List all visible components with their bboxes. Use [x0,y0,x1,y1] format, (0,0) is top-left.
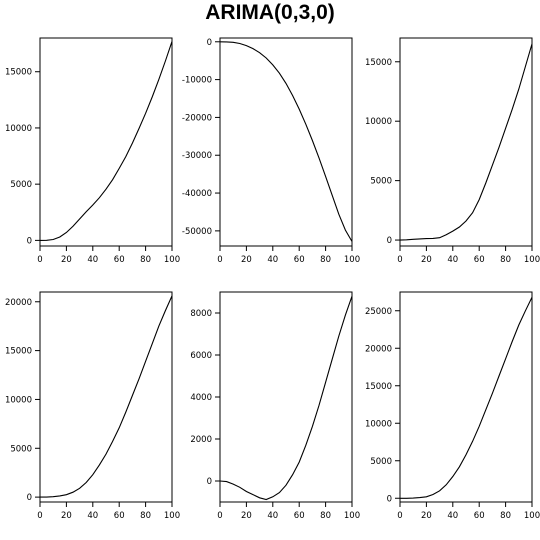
y-tick-label: 15000 [5,68,32,78]
y-tick-label: 0 [27,236,32,246]
plot-frame [39,291,173,503]
y-tick-label: 5000 [10,444,32,454]
series-line [399,43,533,241]
x-tick-label: 60 [474,511,485,521]
x-tick-label: 20 [241,511,252,521]
plot-frame [219,291,353,503]
x-tick-label: 20 [61,255,72,265]
x-tick-label: 40 [267,255,278,265]
plot-frame [399,37,533,247]
y-tick-label: 5000 [10,180,32,190]
y-tick-label: 5000 [370,457,392,467]
x-tick-label: 100 [524,511,540,521]
y-tick-label: -10000 [182,76,212,86]
x-tick-label: 20 [61,511,72,521]
x-tick-label: 40 [267,511,278,521]
y-tick-label: 15000 [365,58,392,68]
y-tick-label: 15000 [365,382,392,392]
y-tick-label: 8000 [190,309,212,319]
x-tick-label: 60 [294,255,305,265]
y-tick-label: 10000 [5,395,32,405]
panel-6: 0 20 40 60 80 100 0 5000 10000 15000 20000 25000 [365,291,540,521]
plot-frame [39,37,173,247]
x-tick-label: 0 [37,511,42,521]
x-tick-label: 40 [447,511,458,521]
y-tick-label: 0 [27,493,32,503]
y-tick-label: 10000 [365,419,392,429]
y-tick-label: 0 [207,477,212,487]
y-tick-label: 2000 [190,435,212,445]
y-tick-label: 6000 [190,351,212,361]
x-tick-label: 60 [294,511,305,521]
series-line [39,41,173,241]
x-tick-label: 80 [320,511,331,521]
y-tick-label: 0 [387,494,392,504]
x-tick-label: 0 [397,255,402,265]
y-tick-label: 0 [207,38,212,48]
x-tick-label: 100 [344,511,360,521]
y-tick-label: 25000 [365,307,392,317]
x-tick-label: 100 [164,255,180,265]
x-tick-label: 0 [397,511,402,521]
x-tick-label: 20 [421,255,432,265]
x-tick-label: 40 [447,255,458,265]
x-tick-label: 80 [500,511,511,521]
y-tick-label: -30000 [182,151,212,161]
panel-4: 0 20 40 60 80 100 0 5000 10000 15000 20000 [5,291,180,521]
series-line [400,297,533,499]
y-tick-label: 15000 [5,347,32,357]
y-tick-label: 20000 [365,344,392,354]
y-tick-label: 4000 [190,393,212,403]
series-line [219,296,353,501]
y-tick-label: 10000 [5,124,32,134]
x-tick-label: 40 [87,511,98,521]
series-line [219,41,353,242]
x-tick-label: 0 [217,511,222,521]
y-tick-label: -40000 [182,189,212,199]
y-tick-label: 20000 [5,298,32,308]
x-tick-label: 60 [114,511,125,521]
x-tick-label: 0 [37,255,42,265]
plot-frame [399,291,533,503]
y-tick-label: 0 [387,236,392,246]
x-tick-label: 100 [524,255,540,265]
x-tick-label: 60 [474,255,485,265]
panel-5: 0 20 40 60 80 100 0 2000 4000 6000 8000 [190,291,360,521]
x-tick-label: 80 [140,511,151,521]
x-tick-label: 80 [140,255,151,265]
y-tick-label: -20000 [182,113,212,123]
x-tick-label: 80 [320,255,331,265]
plot-frame [219,37,353,247]
x-tick-label: 60 [114,255,125,265]
x-tick-label: 20 [421,511,432,521]
y-tick-label: 10000 [365,117,392,127]
x-tick-label: 40 [87,255,98,265]
y-tick-label: -50000 [182,227,212,237]
x-tick-label: 20 [241,255,252,265]
panel-1: 0 20 40 60 80 100 0 5000 10000 15000 [5,37,180,265]
panel-2: 0 20 40 60 80 100 0 -10000 -20000 -30000 -40000 -50… [182,37,360,265]
series-line [40,295,173,498]
x-tick-label: 0 [217,255,222,265]
panel-3: 0 20 40 60 80 100 0 5000 10000 15000 [365,37,540,265]
x-tick-label: 100 [344,255,360,265]
figure-title: ARIMA(0,3,0) [205,1,335,24]
x-tick-label: 100 [164,511,180,521]
y-tick-label: 5000 [370,177,392,187]
x-tick-label: 80 [500,255,511,265]
